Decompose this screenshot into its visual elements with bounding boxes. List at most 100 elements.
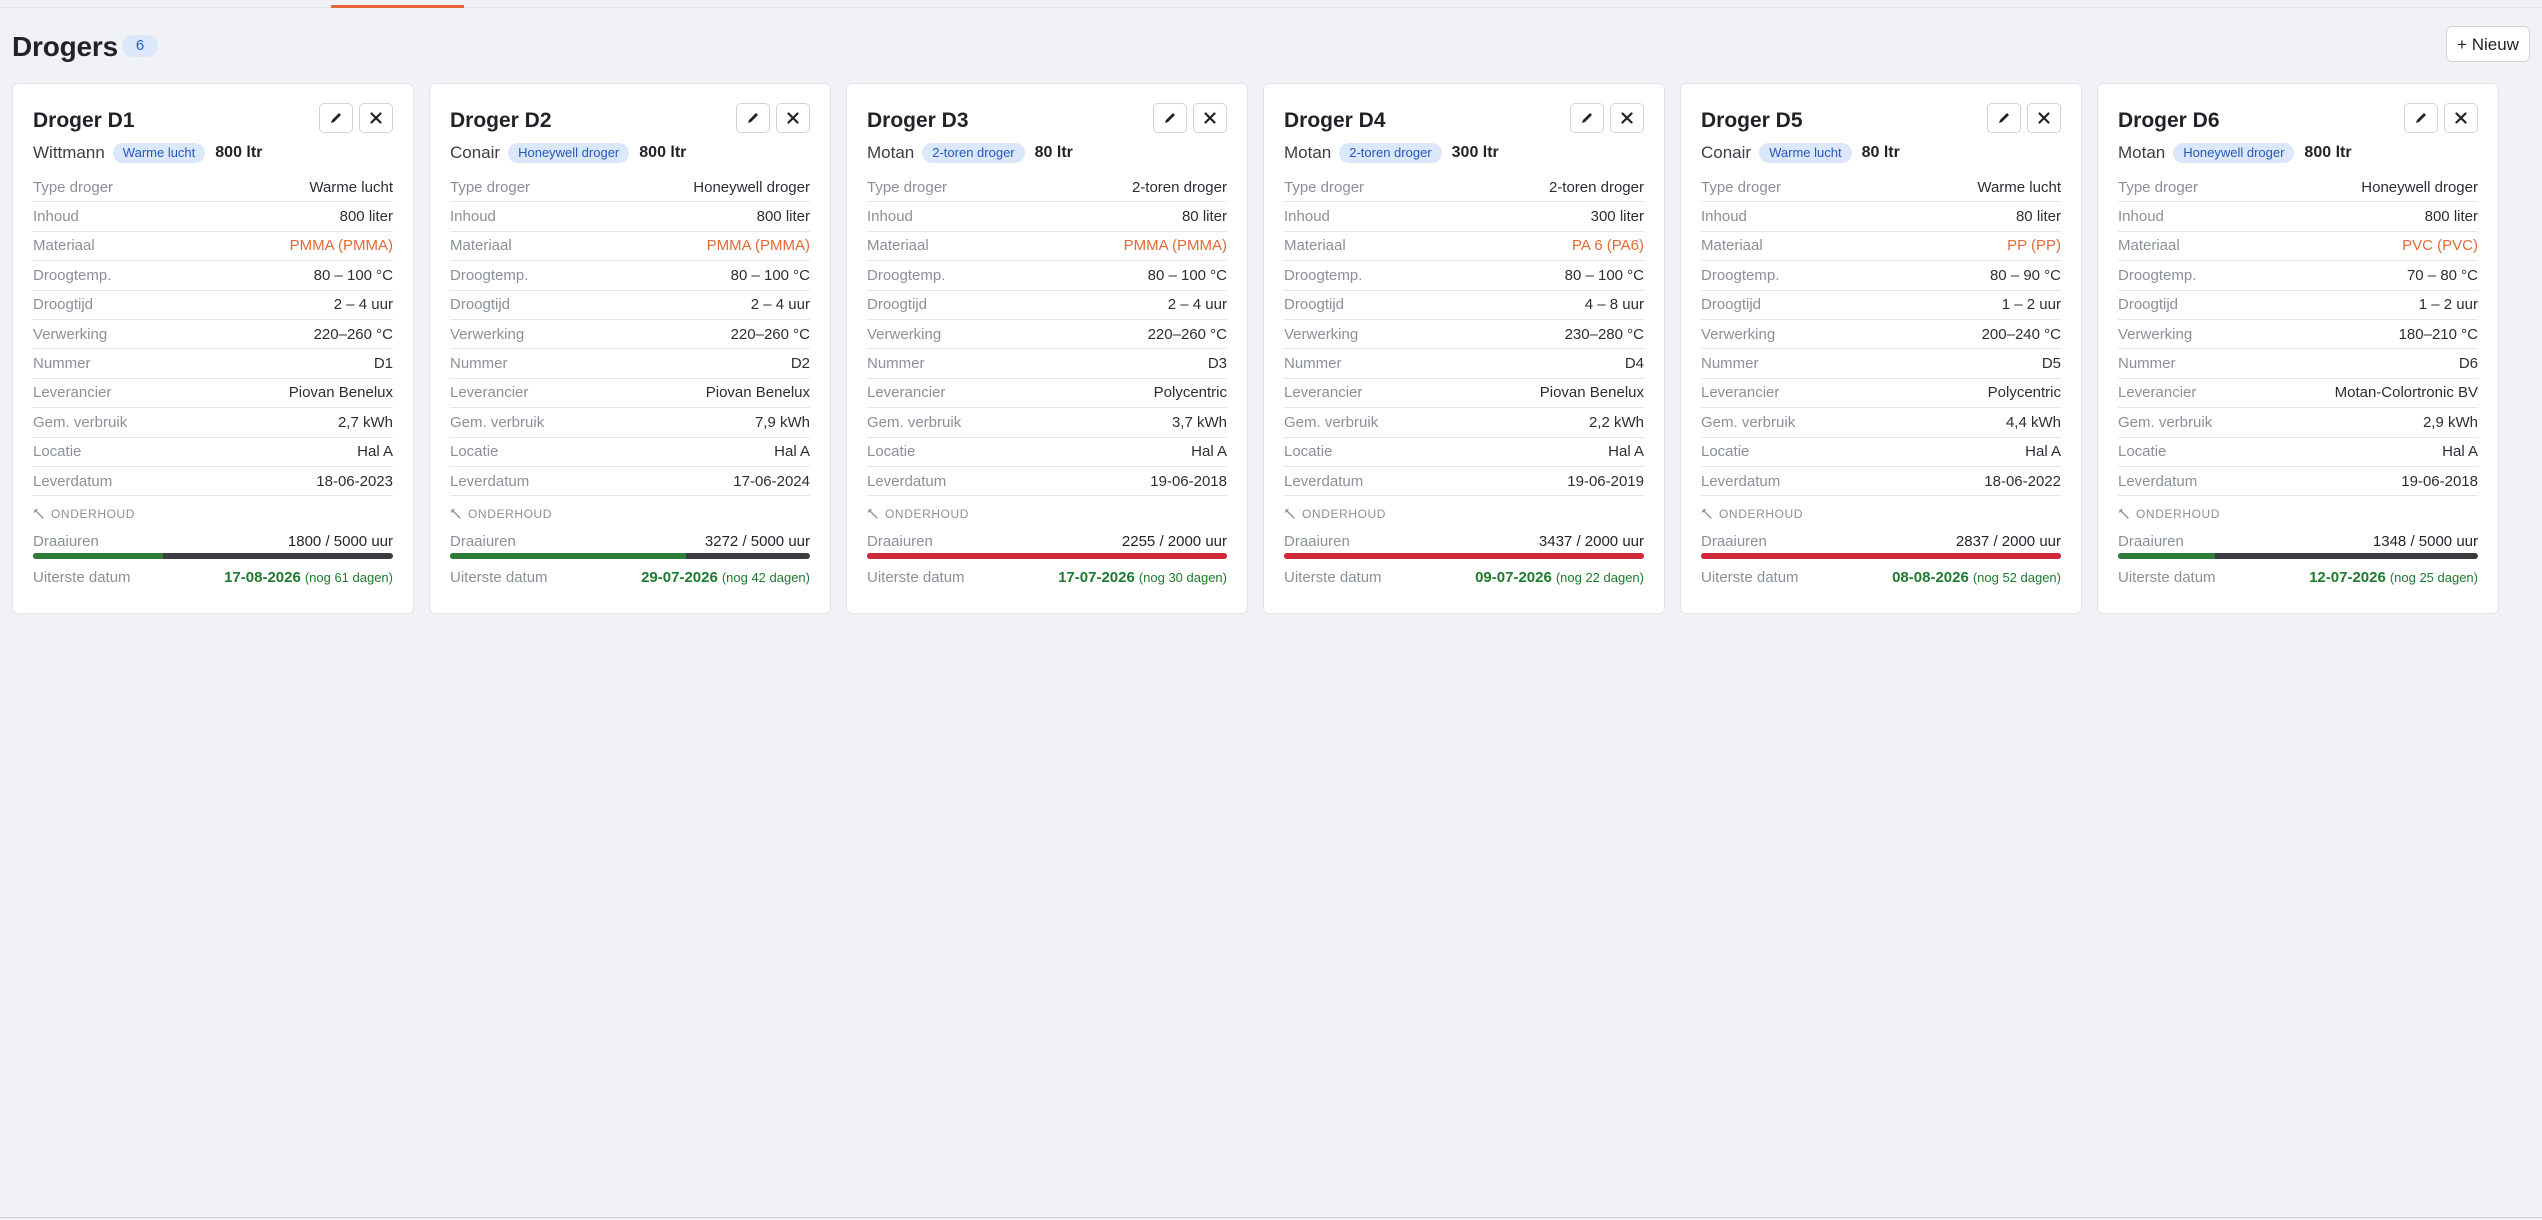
spec-row-leverancier: Leverancier Polycentric (867, 379, 1227, 409)
spec-row-materiaal: Materiaal PMMA (PMMA) (33, 232, 393, 262)
delete-button[interactable] (776, 103, 810, 133)
card-subtitle: Wittmann Warme lucht 800 ltr (33, 142, 262, 164)
maintenance-label: ONDERHOUD (2136, 507, 2221, 521)
pencil-icon (1999, 113, 2009, 123)
spec-value: 3,7 kWh (1171, 413, 1227, 431)
close-icon (1621, 112, 1633, 124)
spec-value: 70 – 80 °C (2406, 266, 2478, 284)
top-nav-bar (0, 0, 2542, 8)
edit-button[interactable] (2404, 103, 2438, 133)
hours-progress-bar (450, 553, 810, 559)
hours-label: Draaiuren (867, 532, 933, 550)
spec-row-materiaal: Materiaal PA 6 (PA6) (1284, 232, 1644, 262)
due-label: Uiterste datum (2118, 568, 2216, 586)
spec-row-type: Type droger Honeywell droger (450, 173, 810, 203)
spec-value: 2,9 kWh (2422, 413, 2478, 431)
spec-row-verwerking: Verwerking 200–240 °C (1701, 320, 2061, 350)
card-title: Droger D1 (33, 109, 135, 132)
spec-value: Piovan Benelux (1539, 384, 1644, 402)
spec-label: Leverdatum (1284, 472, 1364, 490)
spec-row-materiaal: Materiaal PMMA (PMMA) (867, 232, 1227, 262)
wrench-icon (33, 508, 44, 519)
delete-button[interactable] (359, 103, 393, 133)
spec-row-leverancier: Leverancier Piovan Benelux (450, 379, 810, 409)
spec-label: Nummer (1701, 355, 1759, 373)
due-date-value: 17-07-2026 (1058, 568, 1135, 586)
spec-label: Inhoud (1284, 208, 1330, 226)
spec-value: D1 (373, 355, 393, 373)
due-date-value: 12-07-2026 (2309, 568, 2386, 586)
delete-button[interactable] (2444, 103, 2478, 133)
spec-row-leverdatum: Leverdatum 17-06-2024 (450, 467, 810, 497)
due-value: 12-07-2026 (nog 25 dagen) (2309, 569, 2478, 586)
spec-row-droogtemp: Droogtemp. 80 – 100 °C (867, 261, 1227, 291)
due-date-value: 29-07-2026 (641, 568, 718, 586)
spec-label: Leverancier (1284, 384, 1363, 402)
spec-value-material: PMMA (PMMA) (1123, 237, 1227, 255)
spec-label: Droogtemp. (1701, 266, 1780, 284)
delete-button[interactable] (2027, 103, 2061, 133)
spec-row-locatie: Locatie Hal A (33, 438, 393, 467)
bottom-divider (0, 1217, 2542, 1218)
spec-row-verwerking: Verwerking 180–210 °C (2118, 320, 2478, 350)
spec-value: Warme lucht (1977, 178, 2061, 196)
spec-value: Motan-Colortronic BV (2334, 384, 2478, 402)
new-dryer-button[interactable]: + Nieuw (2446, 26, 2530, 62)
spec-row-leverancier: Leverancier Motan-Colortronic BV (2118, 379, 2478, 409)
maintenance-section: ONDERHOUD Draaiuren 3437 / 2000 uur Uite… (1284, 505, 1644, 587)
pencil-icon (1582, 113, 1592, 123)
spec-label: Droogtijd (33, 296, 94, 314)
edit-button[interactable] (319, 103, 353, 133)
spec-value: Piovan Benelux (288, 384, 393, 402)
delete-button[interactable] (1193, 103, 1227, 133)
spec-label: Leverdatum (33, 472, 113, 490)
page-title: Drogers (12, 31, 118, 62)
edit-button[interactable] (1987, 103, 2021, 133)
spec-row-locatie: Locatie Hal A (1284, 438, 1644, 467)
operating-hours: Draaiuren 3437 / 2000 uur (1284, 531, 1644, 551)
spec-value: Honeywell droger (2361, 178, 2478, 196)
spec-value: 800 liter (339, 208, 393, 226)
spec-label: Droogtijd (2118, 296, 2179, 314)
card-subtitle: Motan Honeywell droger 800 ltr (2118, 142, 2352, 164)
due-date: Uiterste datum 29-07-2026 (nog 42 dagen) (450, 567, 810, 587)
hours-value: 1348 / 5000 uur (2372, 532, 2478, 550)
dryer-card-d1: Droger D1 Wittmann Warme lucht 800 ltr T… (12, 83, 414, 614)
active-tab-indicator (331, 5, 464, 8)
spec-row-droogtijd: Droogtijd 1 – 2 uur (1701, 291, 2061, 320)
card-title: Droger D6 (2118, 109, 2220, 132)
spec-row-leverdatum: Leverdatum 19-06-2019 (1284, 467, 1644, 497)
spec-value: Polycentric (1987, 384, 2061, 402)
hours-label: Draaiuren (450, 532, 516, 550)
card-title: Droger D5 (1701, 109, 1803, 132)
spec-value: D4 (1624, 355, 1644, 373)
due-date: Uiterste datum 17-07-2026 (nog 30 dagen) (867, 567, 1227, 587)
edit-button[interactable] (1570, 103, 1604, 133)
type-badge: Warme lucht (1759, 143, 1852, 163)
spec-label: Materiaal (867, 237, 929, 255)
spec-label: Droogtijd (450, 296, 511, 314)
capacity: 80 ltr (1861, 144, 1900, 161)
spec-label: Materiaal (450, 237, 512, 255)
spec-value: 2,2 kWh (1588, 413, 1644, 431)
days-remaining: (nog 22 dagen) (1555, 569, 1644, 585)
hours-value: 1800 / 5000 uur (287, 532, 393, 550)
spec-label: Inhoud (1701, 208, 1747, 226)
spec-row-leverdatum: Leverdatum 19-06-2018 (867, 467, 1227, 497)
spec-label: Type droger (1284, 178, 1365, 196)
delete-button[interactable] (1610, 103, 1644, 133)
card-subtitle: Motan 2-toren droger 80 ltr (867, 142, 1073, 164)
edit-button[interactable] (736, 103, 770, 133)
maintenance-header: ONDERHOUD (1701, 505, 2061, 523)
due-date: Uiterste datum 08-08-2026 (nog 52 dagen) (1701, 567, 2061, 587)
due-date-value: 17-08-2026 (224, 568, 301, 586)
spec-label: Inhoud (867, 208, 913, 226)
spec-value: 80 liter (2015, 208, 2061, 226)
edit-button[interactable] (1153, 103, 1187, 133)
pencil-icon (1165, 113, 1175, 123)
spec-row-type: Type droger 2-toren droger (1284, 173, 1644, 203)
maintenance-label: ONDERHOUD (1302, 507, 1387, 521)
spec-label: Droogtemp. (1284, 266, 1363, 284)
spec-row-locatie: Locatie Hal A (2118, 438, 2478, 467)
hours-progress-fill (450, 553, 686, 559)
